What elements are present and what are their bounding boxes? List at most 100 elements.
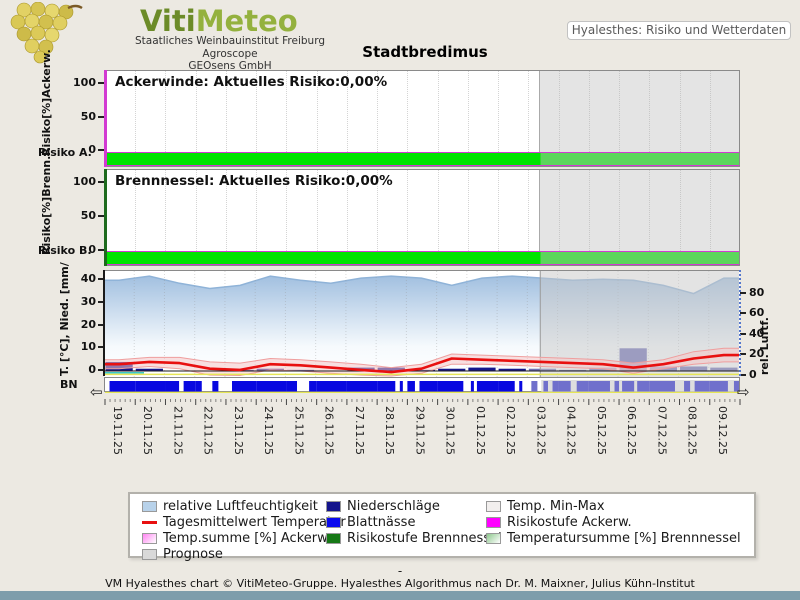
legend-swatch: [486, 516, 501, 528]
gridline: [467, 71, 469, 166]
wetness-segment: [684, 381, 691, 392]
axis-tick: [740, 353, 746, 356]
axis-tick: [98, 115, 104, 118]
axis-tick: [98, 215, 104, 217]
weather-chart: [104, 270, 740, 377]
vitimeteo-logo: VitiMeteo: [140, 4, 298, 38]
axis-tick-label: 20: [749, 347, 765, 361]
wetness-segment: [709, 381, 728, 392]
ackerwinde-axis-spine: [104, 70, 107, 167]
gridline: [407, 71, 409, 166]
footer-dash: -: [397, 564, 403, 578]
ackerwinde-bottom-label: Risiko A.: [38, 146, 92, 159]
axis-tick-label: 100: [73, 76, 96, 89]
wetness-segment: [212, 381, 219, 392]
axis-tick-label: 30: [80, 294, 96, 308]
gridline: [407, 170, 409, 265]
axis-tick-label: 0: [749, 368, 757, 381]
gridline: [377, 170, 379, 265]
legend-item: Blattnässe: [326, 514, 416, 530]
leaf-wetness-strip: [104, 377, 740, 394]
legend-item: Temp. Min-Max: [486, 499, 605, 514]
pan-right-arrow-icon[interactable]: ⇨: [737, 383, 750, 401]
org-line-2: Agroscope: [202, 47, 258, 60]
gridline: [709, 170, 711, 265]
axis-tick-label: 40: [80, 272, 96, 286]
precip-bar: [468, 367, 496, 371]
legend-swatch: [142, 520, 157, 524]
legend-label: Temperatursumme [%] Brennnessel: [507, 530, 741, 546]
wetness-segment: [576, 381, 589, 392]
axis-tick: [98, 249, 104, 251]
leaf-wetness-plot: [105, 380, 740, 394]
axis-tick: [98, 181, 104, 183]
date-label: 27.11.25: [352, 406, 366, 455]
legend-swatch: [326, 532, 341, 544]
gridline: [619, 170, 621, 265]
wetness-segment: [519, 381, 523, 392]
weather-plot: [104, 271, 739, 377]
gridline: [165, 170, 167, 265]
axis-tick: [98, 323, 104, 326]
legend-swatch: [142, 500, 157, 512]
wetness-segment: [346, 381, 378, 392]
x-axis-date-labels: 19.11.25 20.11.25 21.11.25 22.11.25 23.11.25…: [104, 406, 740, 470]
wetness-segment: [622, 381, 635, 392]
legend-item: Temp.summe [%] Ackerw.: [142, 531, 331, 546]
date-label: 28.11.25: [383, 406, 397, 455]
ackerwinde-annotation: Ackerwinde: Aktuelles Risiko:0,00%: [115, 74, 388, 90]
axis-tick: [98, 149, 104, 151]
date-label: 06.12.25: [625, 406, 639, 455]
wetness-segment: [552, 381, 559, 392]
legend-label: relative Luftfeuchtigkeit: [163, 498, 318, 514]
precip-bar: [498, 368, 526, 371]
legend-swatch: [486, 500, 501, 512]
wetness-segment: [498, 381, 515, 392]
date-label: 07.12.25: [655, 406, 669, 455]
vitimeteo-logo-grapes-icon: [10, 2, 83, 64]
legend-label: Blattnässe: [347, 514, 416, 530]
report-type-badge[interactable]: Hyalesthes: Risiko und Wetterdaten: [567, 21, 791, 40]
legend-swatch: [142, 532, 157, 544]
axis-tick: [740, 291, 746, 294]
date-label: 03.12.25: [534, 406, 548, 455]
temp-minmax-band: [104, 348, 739, 376]
gridline: [286, 71, 288, 166]
legend-label: Prognose: [163, 546, 223, 562]
date-label: 30.11.25: [443, 406, 457, 455]
weather-right-axis-spine: [739, 270, 741, 376]
axis-tick: [98, 278, 104, 281]
wetness-segment: [649, 381, 675, 392]
axis-tick-label: 50: [80, 109, 96, 123]
date-label: 08.12.25: [685, 406, 699, 455]
gridline: [346, 170, 348, 265]
wetness-segment: [588, 381, 610, 392]
date-label: 04.12.25: [564, 406, 578, 455]
gridline: [437, 71, 439, 166]
brennnessel-annotation: Brennnessel: Aktuelles Risiko:0,00%: [115, 173, 393, 189]
footer-credit: VM Hyalesthes chart © VitiMeteo-Gruppe. …: [105, 577, 695, 590]
wetness-segment: [377, 381, 396, 392]
date-label: 26.11.25: [322, 406, 336, 455]
pan-left-arrow-icon[interactable]: ⇦: [90, 383, 103, 401]
date-label: 22.11.25: [201, 406, 215, 455]
ackerwinde-risk-band: [105, 152, 739, 166]
wetness-segment: [135, 381, 166, 392]
wetness-segment: [733, 381, 740, 392]
wetness-segment: [109, 381, 136, 392]
gridline: [225, 170, 227, 265]
legend-item: Prognose: [142, 546, 223, 562]
axis-tick: [740, 312, 746, 315]
prognosis-overlay: [539, 170, 739, 265]
legend-swatch: [326, 516, 341, 528]
precip-bar: [135, 368, 163, 371]
wetness-segment: [407, 381, 415, 392]
gridline: [679, 71, 681, 166]
legend-swatch: [486, 532, 501, 544]
gridline: [649, 71, 651, 166]
gridline: [679, 170, 681, 265]
gridline: [316, 170, 318, 265]
gridline: [528, 71, 530, 166]
org-line-3: GEOsens GmbH: [188, 60, 272, 72]
